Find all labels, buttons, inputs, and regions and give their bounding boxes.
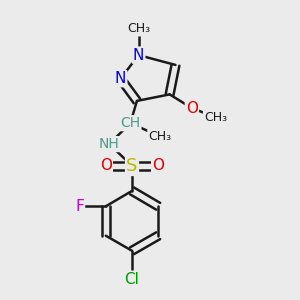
Text: O: O: [152, 158, 164, 173]
Text: Cl: Cl: [124, 272, 140, 287]
Text: F: F: [75, 199, 84, 214]
Text: O: O: [186, 100, 198, 116]
Text: NH: NH: [99, 137, 119, 151]
Text: CH₃: CH₃: [148, 130, 171, 143]
Text: N: N: [133, 48, 144, 63]
Text: CH₃: CH₃: [204, 111, 227, 124]
Text: N: N: [115, 71, 126, 86]
Text: CH₃: CH₃: [127, 22, 150, 35]
Text: CH: CH: [120, 116, 140, 130]
Text: O: O: [100, 158, 112, 173]
Text: S: S: [126, 157, 138, 175]
